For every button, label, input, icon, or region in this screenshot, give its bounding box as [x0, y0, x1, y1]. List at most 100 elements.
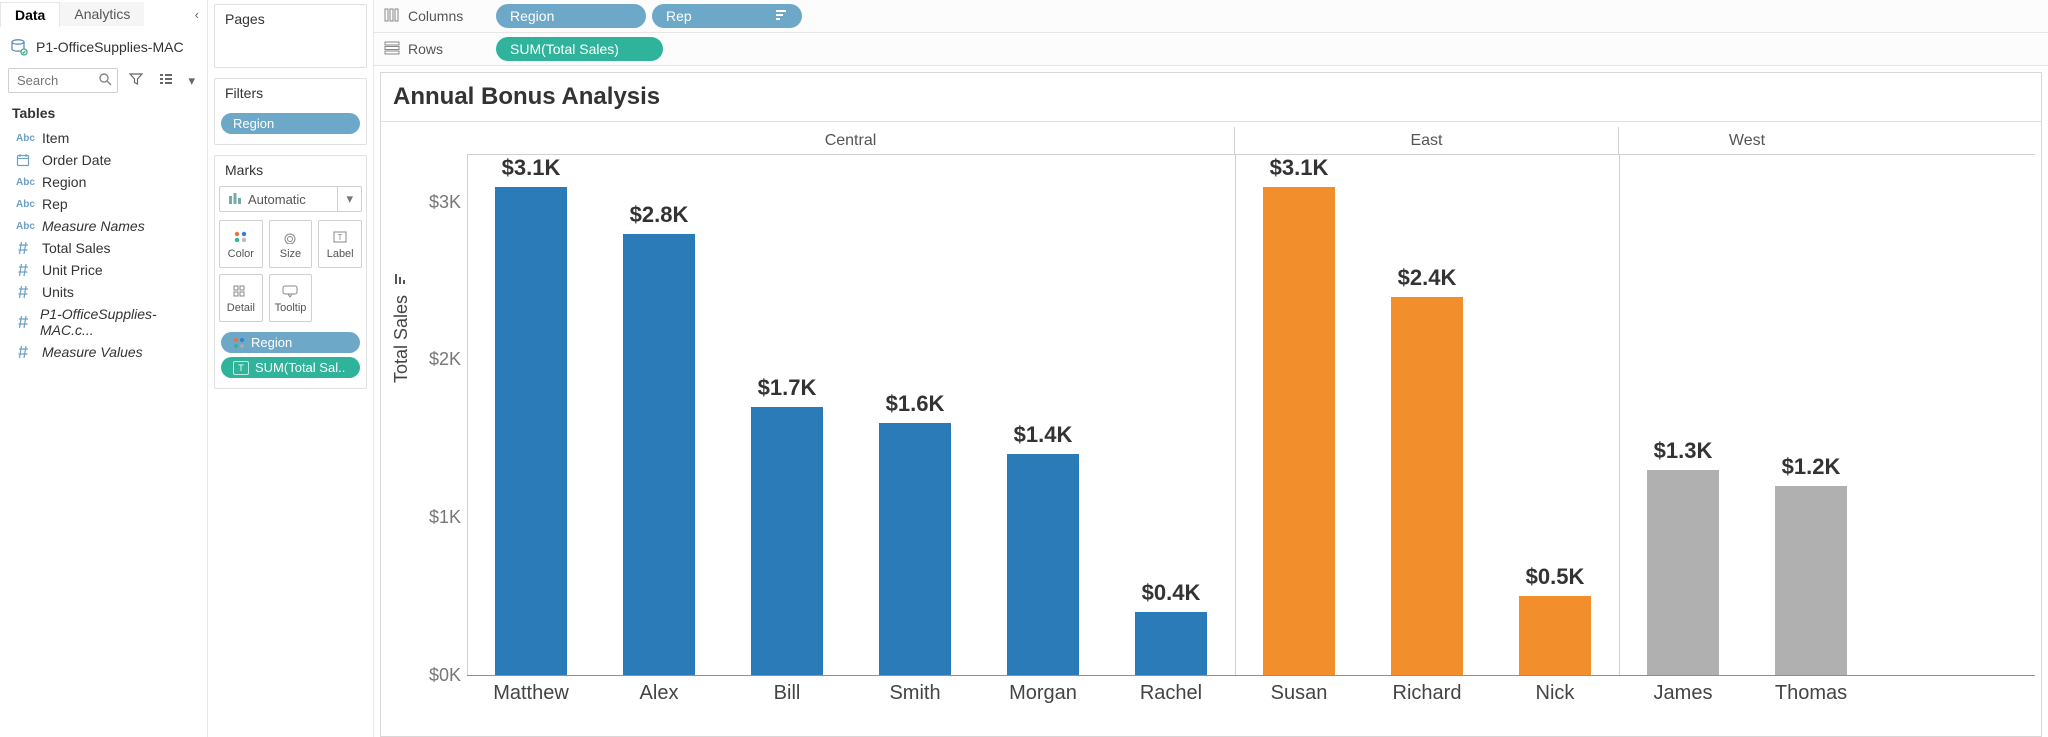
rows-shelf[interactable]: Rows SUM(Total Sales) — [374, 33, 2048, 66]
marks-size-button[interactable]: Size — [269, 220, 313, 268]
y-tick-label: $0K — [413, 665, 461, 686]
marks-tooltip-button[interactable]: Tooltip — [269, 274, 313, 322]
bar-james[interactable] — [1647, 470, 1719, 675]
field-list: AbcItemOrder DateAbcRegionAbcRepAbcMeasu… — [0, 127, 207, 363]
marks-card: Marks Automatic ▾ ColorSizeTLabelDetailT… — [214, 155, 367, 389]
field-label: Unit Price — [42, 262, 103, 278]
dropdown-caret-icon[interactable]: ▾ — [184, 71, 199, 91]
field-total-sales[interactable]: Total Sales — [6, 237, 201, 259]
x-tick-label[interactable]: Bill — [723, 682, 851, 712]
x-tick-label[interactable]: Susan — [1235, 682, 1363, 712]
search-icon — [98, 72, 112, 89]
marks-type-selector[interactable]: Automatic ▾ — [219, 186, 362, 212]
bar-slot: $3.1K — [1235, 155, 1363, 675]
bar-label: $3.1K — [502, 155, 561, 181]
abc-icon: Abc — [16, 199, 34, 210]
bar-label: $1.7K — [758, 375, 817, 401]
field-measure-names[interactable]: AbcMeasure Names — [6, 215, 201, 237]
rows-label: Rows — [408, 41, 443, 57]
bar-label: $2.8K — [630, 202, 689, 228]
hash-icon — [16, 263, 34, 277]
field-measure-values[interactable]: Measure Values — [6, 341, 201, 363]
shelf-pill-region[interactable]: Region — [496, 4, 646, 28]
x-tick-label[interactable]: Richard — [1363, 682, 1491, 712]
y-tick-label: $3K — [413, 192, 461, 213]
x-tick-label[interactable]: Nick — [1491, 682, 1619, 712]
hash-icon — [16, 285, 34, 299]
tab-analytics[interactable]: Analytics — [60, 2, 144, 26]
field-units[interactable]: Units — [6, 281, 201, 303]
region-header-east[interactable]: East — [1235, 127, 1619, 154]
marks-pill-region[interactable]: Region — [221, 332, 360, 353]
view-list-icon[interactable] — [154, 69, 178, 92]
x-tick-label[interactable]: Rachel — [1107, 682, 1235, 712]
bar-label: $0.5K — [1526, 564, 1585, 590]
shelf-pill-sum-total-sales-[interactable]: SUM(Total Sales) — [496, 37, 663, 61]
pages-card-title: Pages — [215, 5, 366, 33]
filter-icon[interactable] — [124, 69, 148, 92]
bar-smith[interactable] — [879, 423, 951, 675]
x-tick-label[interactable]: James — [1619, 682, 1747, 712]
field-unit-price[interactable]: Unit Price — [6, 259, 201, 281]
label-icon: T — [331, 228, 349, 246]
x-tick-label[interactable]: Alex — [595, 682, 723, 712]
pages-card[interactable]: Pages — [214, 4, 367, 68]
tab-data[interactable]: Data — [0, 2, 60, 27]
marks-label-button[interactable]: TLabel — [318, 220, 362, 268]
x-tick-label[interactable]: Thomas — [1747, 682, 1875, 712]
rows-icon — [384, 41, 400, 58]
filter-pill-region[interactable]: Region — [221, 113, 360, 134]
bar-nick[interactable] — [1519, 596, 1591, 675]
bar-slot: $1.2K — [1747, 155, 1875, 675]
bar-slot: $0.4K — [1107, 155, 1235, 675]
bar-matthew[interactable] — [495, 187, 567, 675]
detail-icon — [232, 282, 250, 300]
hash-icon — [16, 241, 34, 255]
marks-color-button[interactable]: Color — [219, 220, 263, 268]
field-label: Total Sales — [42, 240, 110, 256]
marks-type-label: Automatic — [248, 192, 306, 207]
marks-type-caret-icon[interactable]: ▾ — [337, 187, 361, 211]
search-row: ▾ — [0, 66, 207, 99]
y-axis-label-text: Total Sales — [391, 295, 411, 383]
field-label: Rep — [42, 196, 68, 212]
bar-morgan[interactable] — [1007, 454, 1079, 675]
bar-richard[interactable] — [1391, 297, 1463, 675]
field-p1-officesupplies-mac-c-[interactable]: P1-OfficeSupplies-MAC.c... — [6, 303, 201, 341]
abc-icon: Abc — [16, 221, 34, 232]
marks-detail-button[interactable]: Detail — [219, 274, 263, 322]
field-label: Measure Values — [42, 344, 143, 360]
x-axis: MatthewAlexBillSmithMorganRachelSusanRic… — [467, 682, 2035, 712]
field-order-date[interactable]: Order Date — [6, 149, 201, 171]
x-tick-label[interactable]: Morgan — [979, 682, 1107, 712]
shelf-pill-rep[interactable]: Rep — [652, 4, 802, 28]
bar-label: $1.6K — [886, 391, 945, 417]
field-rep[interactable]: Abc Rep — [6, 193, 201, 215]
bar-alex[interactable] — [623, 234, 695, 675]
columns-shelf[interactable]: Columns RegionRep — [374, 0, 2048, 33]
marks-pill-sum-total-sal-[interactable]: SUM(Total Sal.. — [221, 357, 360, 378]
region-header-central[interactable]: Central — [467, 127, 1235, 154]
field-label: P1-OfficeSupplies-MAC.c... — [40, 306, 191, 338]
bars-layer: $3.1K$2.8K$1.7K$1.6K$1.4K$0.4K$3.1K$2.4K… — [467, 155, 2035, 675]
y-axis-label[interactable]: Total Sales — [391, 270, 412, 383]
x-tick-label[interactable]: Matthew — [467, 682, 595, 712]
date-icon — [16, 153, 34, 167]
field-item[interactable]: AbcItem — [6, 127, 201, 149]
region-header: CentralEastWest — [467, 127, 2035, 155]
bar-rachel[interactable] — [1135, 612, 1207, 675]
plot-area[interactable]: $0K$1K$2K$3K$3.1K$2.8K$1.7K$1.6K$1.4K$0.… — [467, 155, 2035, 676]
filters-card[interactable]: Filters Region — [214, 78, 367, 145]
field-region[interactable]: AbcRegion — [6, 171, 201, 193]
bar-thomas[interactable] — [1775, 486, 1847, 675]
bar-bill[interactable] — [751, 407, 823, 675]
filters-card-title: Filters — [215, 79, 366, 107]
viz-title[interactable]: Annual Bonus Analysis — [381, 73, 2041, 122]
bar-susan[interactable] — [1263, 187, 1335, 675]
columns-icon — [384, 8, 400, 25]
bar-slot: $0.5K — [1491, 155, 1619, 675]
datasource-row[interactable]: P1-OfficeSupplies-MAC — [0, 28, 207, 66]
collapse-panel-icon[interactable]: ‹ — [187, 3, 207, 26]
x-tick-label[interactable]: Smith — [851, 682, 979, 712]
region-header-west[interactable]: West — [1619, 127, 1875, 154]
